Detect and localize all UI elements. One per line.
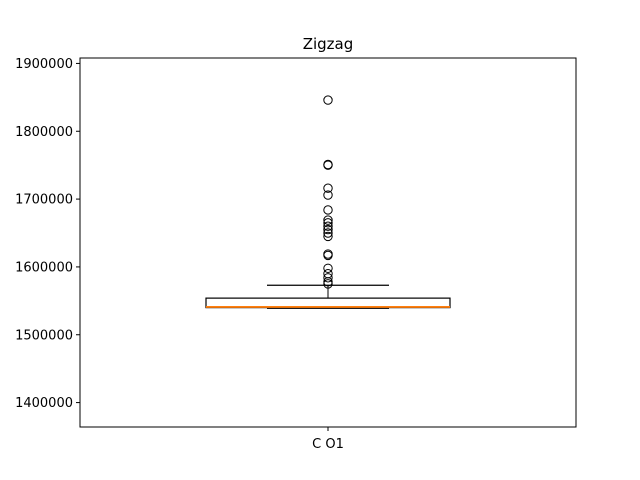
y-axis: 1400000 1500000 1600000 1700000 1800000 19000… [15, 57, 80, 411]
outlier-point [323, 263, 333, 273]
boxplot [205, 284, 451, 309]
y-tick-label: 1700000 [15, 193, 73, 208]
outlier-point [323, 190, 333, 200]
outlier-point [323, 218, 333, 228]
y-tick-label: 1900000 [15, 57, 73, 72]
outlier-point [323, 250, 333, 261]
outlier-point [323, 205, 333, 215]
x-tick-label: C O1 [312, 437, 344, 452]
y-tick-label: 1800000 [15, 125, 73, 140]
outlier-point [323, 273, 333, 283]
outlier-point [323, 228, 333, 238]
y-tick-label: 1600000 [15, 260, 73, 275]
x-axis: C O1 [312, 427, 344, 452]
outlier-point [323, 224, 333, 235]
plot-area [79, 57, 577, 428]
outlier-point [323, 215, 333, 225]
outlier-point [323, 221, 333, 231]
outlier-point [323, 231, 333, 242]
outlier-point [323, 279, 333, 289]
outlier-point [323, 160, 333, 170]
outlier-point [323, 95, 333, 105]
outliers [323, 95, 333, 289]
chart-title: Zigzag [303, 35, 354, 53]
outlier-point [323, 183, 333, 193]
y-tick-label: 1500000 [15, 328, 73, 343]
y-tick-label: 1400000 [15, 396, 73, 411]
